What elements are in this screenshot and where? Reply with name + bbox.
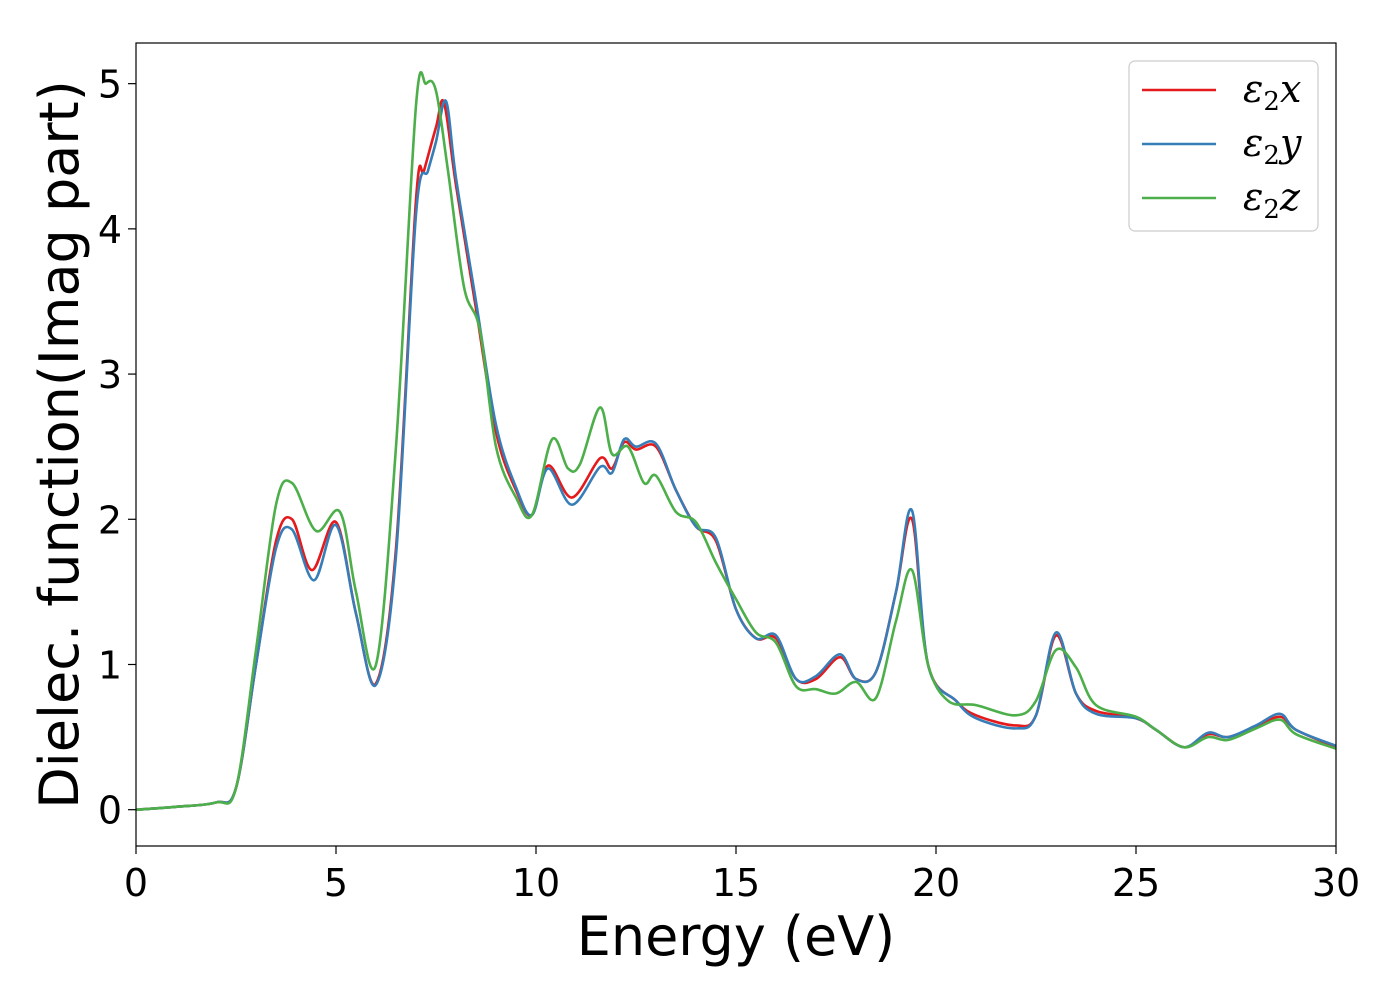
- y-tick-label: 0: [98, 789, 122, 833]
- x-axis-label: Energy (eV): [577, 905, 896, 968]
- x-axis: 0 5 10 15 20 25 30: [124, 846, 1360, 905]
- y-tick-label: 5: [98, 63, 122, 107]
- x-tick-label: 30: [1312, 861, 1360, 905]
- legend-item-x: ε2x: [1142, 67, 1301, 117]
- y-axis: 0 1 2 3 4 5: [98, 63, 136, 833]
- y-tick-label: 3: [98, 353, 122, 397]
- legend-box: [1128, 60, 1319, 232]
- legend-label: ε2y: [1243, 121, 1302, 171]
- legend-item-z: ε2z: [1142, 175, 1301, 225]
- legend-label: ε2x: [1243, 67, 1301, 117]
- x-tick-label: 10: [512, 861, 560, 905]
- x-tick-label: 5: [324, 861, 348, 905]
- series-line-z: [136, 71, 1336, 811]
- legend-item-y: ε2y: [1142, 121, 1302, 171]
- x-tick-label: 25: [1112, 861, 1160, 905]
- x-tick-label: 15: [712, 861, 760, 905]
- series-lines: [136, 71, 1336, 811]
- x-tick-label: 20: [912, 861, 960, 905]
- y-tick-label: 2: [98, 498, 122, 542]
- y-axis-label: Dielec. function(Imag part): [28, 80, 91, 809]
- x-tick-label: 0: [124, 861, 148, 905]
- series-line-y: [136, 99, 1336, 811]
- legend-label: ε2z: [1243, 175, 1301, 225]
- y-tick-label: 4: [98, 208, 122, 252]
- y-tick-label: 1: [98, 643, 122, 687]
